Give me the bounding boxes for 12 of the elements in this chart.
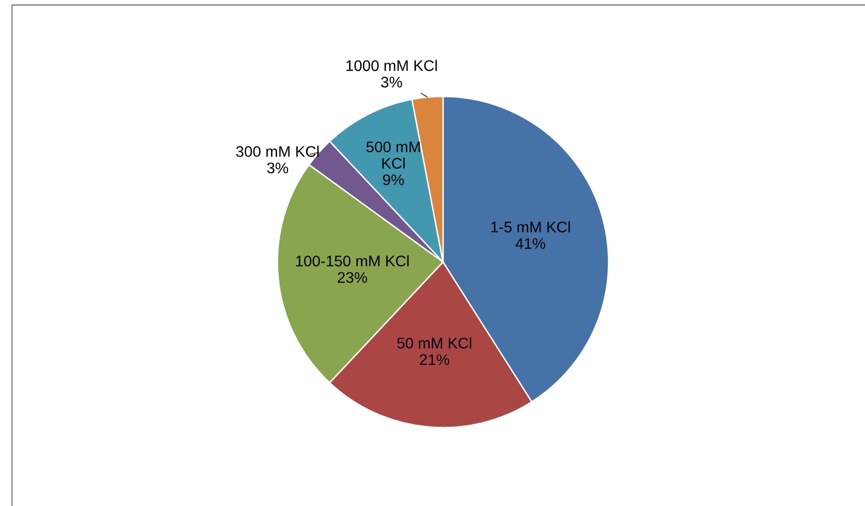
data-label: 3% bbox=[381, 76, 402, 88]
slice-label: 300 mM KCl bbox=[236, 146, 319, 157]
slice-label: 100-150 mM KCl bbox=[296, 255, 409, 266]
slice-label: 50 mM KCl bbox=[397, 337, 472, 349]
slice-label: 1000 mM KCl bbox=[346, 60, 437, 72]
data-label: 21% bbox=[420, 354, 450, 365]
data-label: 9% bbox=[383, 174, 404, 186]
slice-label: 1-5 mM KCl bbox=[491, 221, 570, 232]
slice-label: 500 mM KCl bbox=[366, 141, 420, 169]
data-label: 41% bbox=[516, 238, 546, 249]
data-label: 3% bbox=[267, 162, 288, 174]
data-label: 23% bbox=[338, 272, 368, 283]
